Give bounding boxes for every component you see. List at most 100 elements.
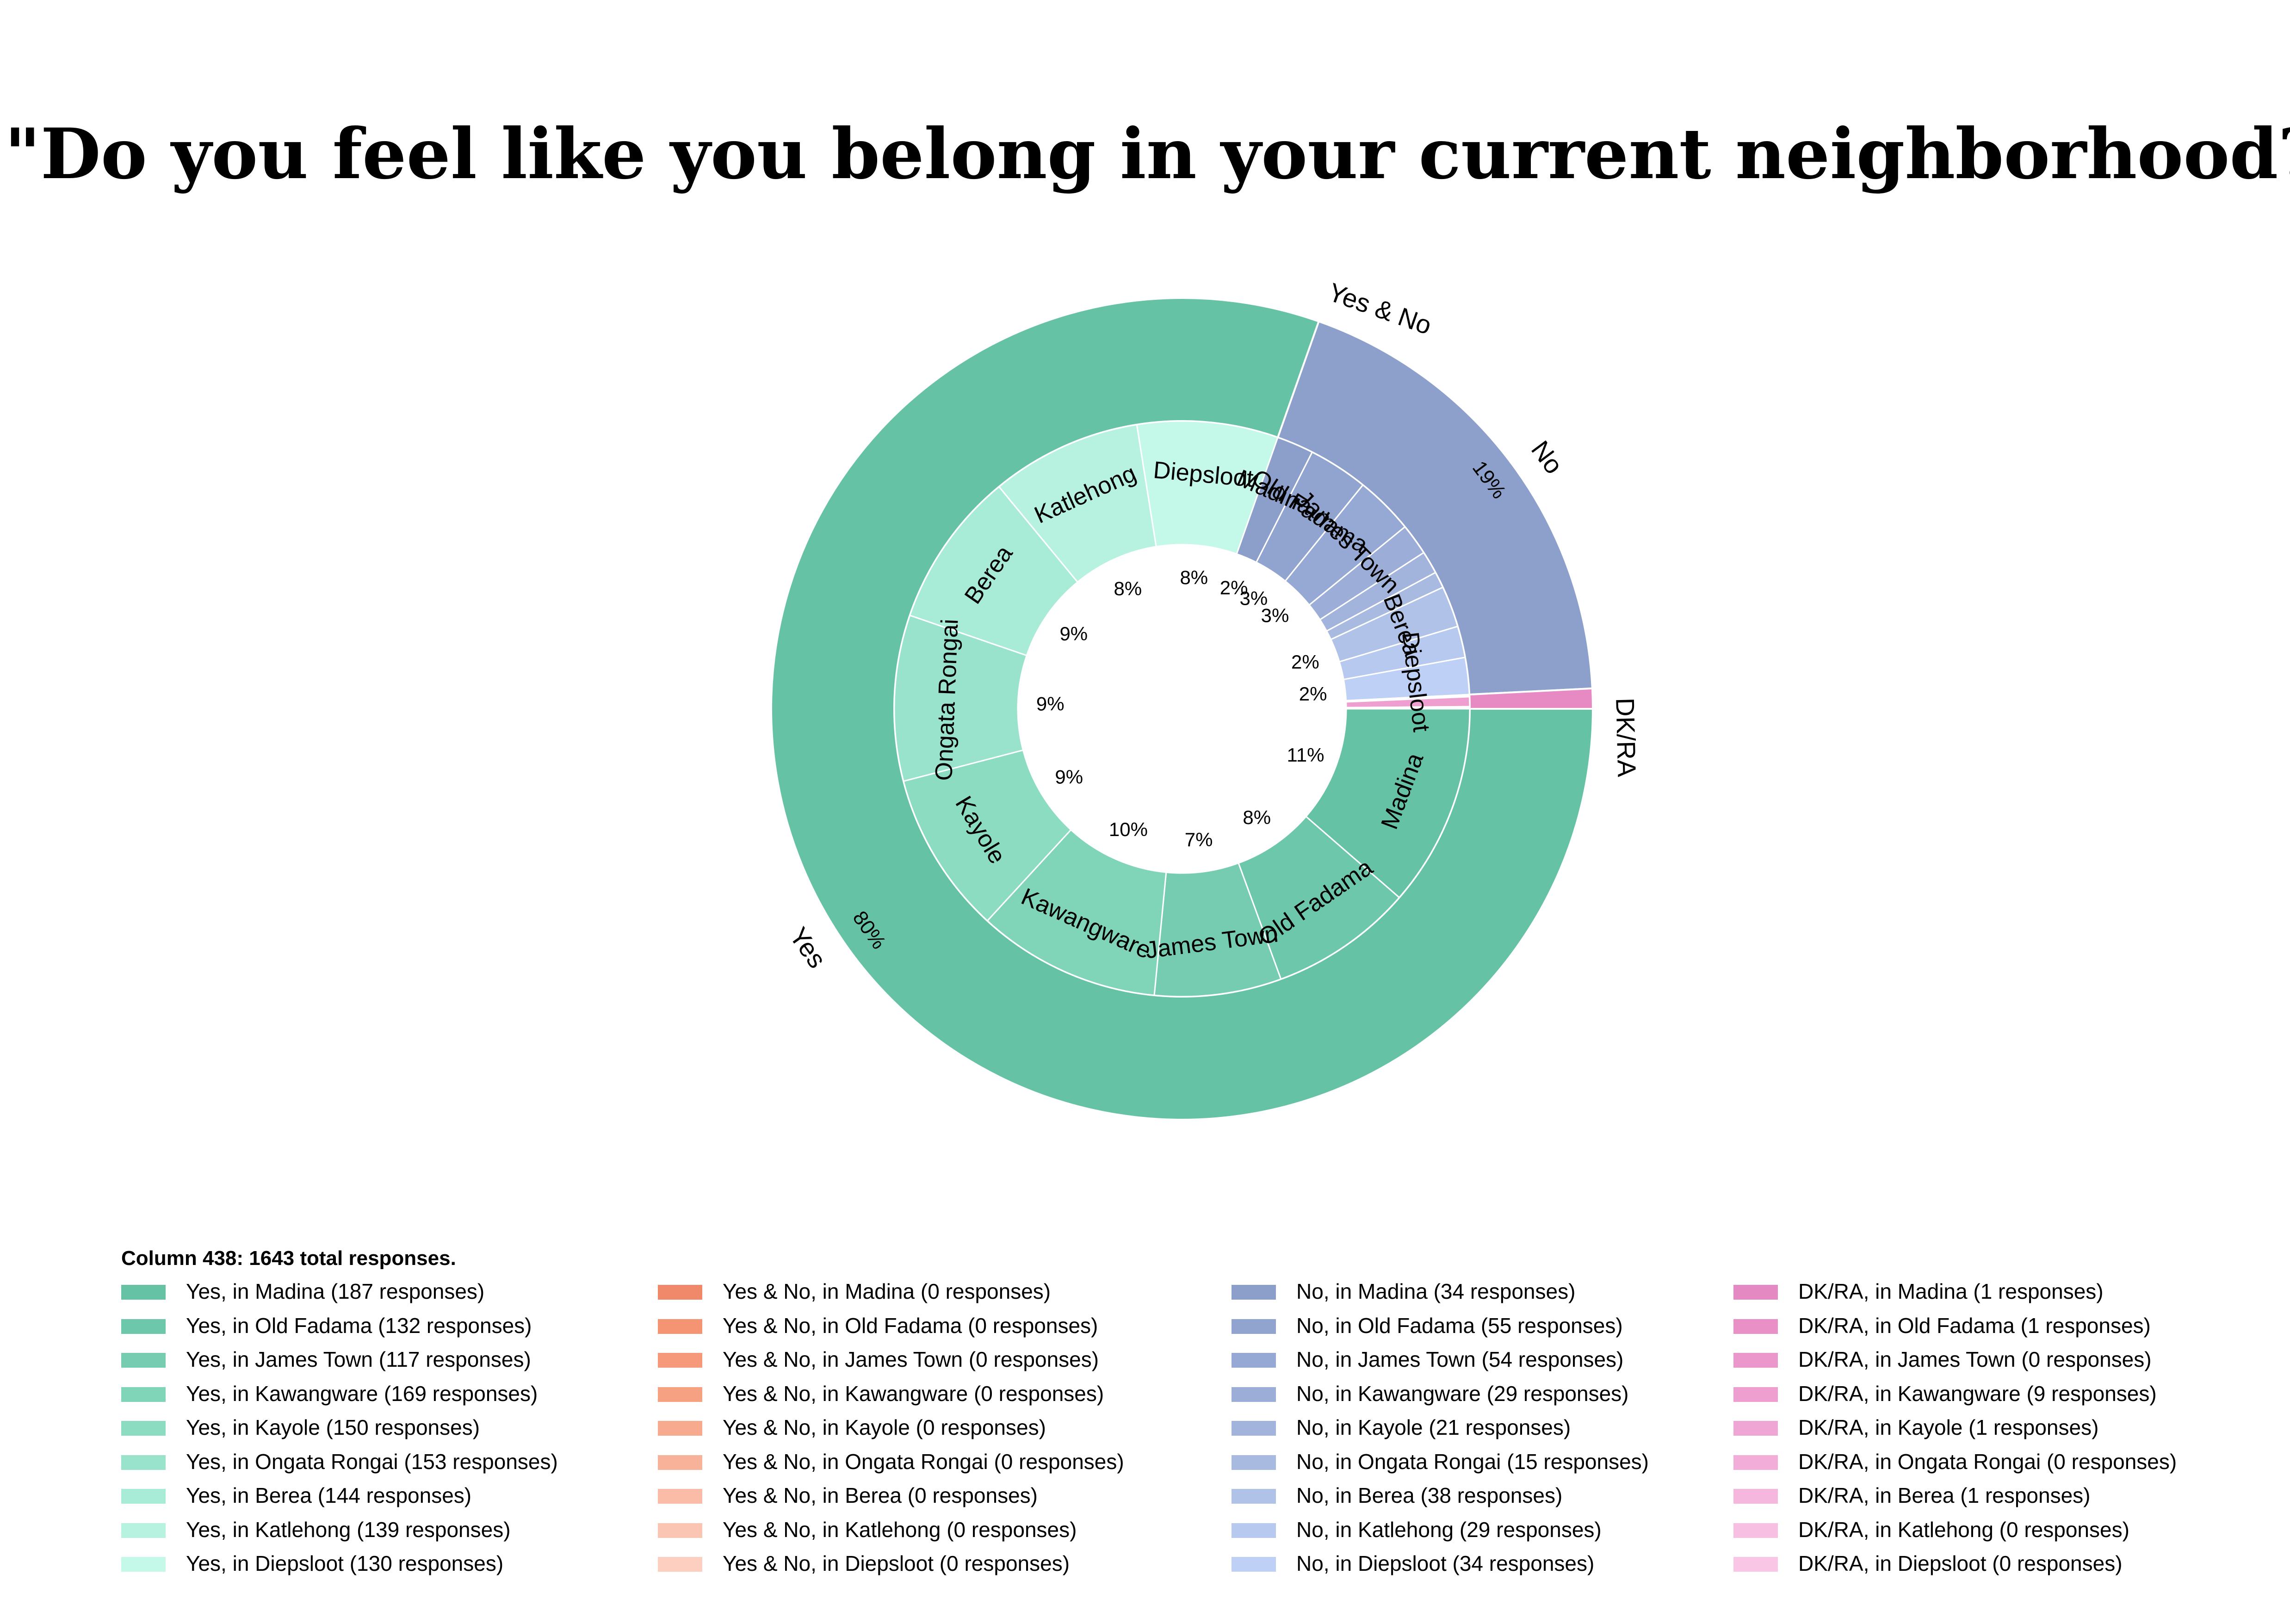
legend-swatch [121, 1319, 166, 1334]
legend-swatch [121, 1489, 166, 1504]
legend-label: Yes & No, in Kayole (0 responses) [723, 1415, 1046, 1439]
legend-swatch [1232, 1319, 1276, 1334]
legend-swatch [121, 1285, 166, 1300]
outer-label-no: No [1526, 435, 1569, 479]
inner-label-yes-ongata-rongai: Ongata Rongai [930, 619, 963, 781]
legend-label: Yes, in Katlehong (139 responses) [186, 1517, 511, 1542]
legend-label: DK/RA, in Madina (1 responses) [1798, 1279, 2104, 1303]
legend-swatch [1232, 1557, 1276, 1572]
inner-pct-yes-berea: 9% [1059, 623, 1088, 645]
legend-label: DK/RA, in Kawangware (9 responses) [1798, 1381, 2157, 1406]
inner-pct-yes-ongata-rongai: 9% [1036, 693, 1065, 715]
legend-label: Yes, in Old Fadama (132 responses) [186, 1313, 532, 1338]
legend-label: Yes, in James Town (117 responses) [186, 1347, 531, 1371]
legend-label: DK/RA, in Kayole (1 responses) [1798, 1415, 2099, 1439]
legend-swatch [658, 1353, 702, 1368]
legend-swatch [658, 1523, 702, 1538]
legend-swatch [121, 1353, 166, 1368]
legend-swatch [1232, 1285, 1276, 1300]
legend-label: Yes & No, in Kawangware (0 responses) [723, 1381, 1104, 1406]
legend-label: DK/RA, in Old Fadama (1 responses) [1798, 1313, 2151, 1338]
legend-swatch [1232, 1387, 1276, 1402]
inner-slice-dk-ra-berea [1345, 707, 1471, 710]
legend-swatch [1733, 1455, 1778, 1470]
chart-title: "Do you feel like you belong in your cur… [5, 113, 2290, 195]
inner-slice-yes-kayole [903, 749, 1072, 922]
legend-swatch [1733, 1319, 1778, 1334]
legend-label: Yes, in Ongata Rongai (153 responses) [186, 1449, 558, 1474]
legend-label: No, in Kawangware (29 responses) [1296, 1381, 1629, 1406]
legend-swatch [1232, 1421, 1276, 1436]
legend-label: DK/RA, in Katlehong (0 responses) [1798, 1517, 2129, 1542]
legend-swatch [121, 1523, 166, 1538]
legend-swatch [1232, 1353, 1276, 1368]
legend-label: Yes & No, in Madina (0 responses) [723, 1279, 1051, 1303]
legend: Column 438: 1643 total responses. Yes, i… [121, 1242, 2249, 1575]
inner-pct-yes-kawangware: 10% [1109, 818, 1148, 840]
inner-pct-no-berea: 2% [1291, 651, 1319, 673]
inner-slice-yes-madina [1305, 708, 1471, 899]
inner-pct-yes-katlehong: 8% [1114, 578, 1142, 600]
legend-label: Yes & No, in James Town (0 responses) [723, 1347, 1099, 1371]
inner-pct-yes-old-fadama: 8% [1243, 806, 1271, 828]
legend-swatch [1733, 1285, 1778, 1300]
legend-label: Yes & No, in Diepsloot (0 responses) [723, 1551, 1070, 1575]
inner-ring [893, 420, 1471, 998]
inner-pct-yes-kayole: 9% [1055, 766, 1083, 787]
legend-swatch [1733, 1387, 1778, 1402]
legend-swatch [658, 1455, 702, 1470]
legend-swatch [1733, 1353, 1778, 1368]
legend-swatch [121, 1421, 166, 1436]
legend-label: DK/RA, in Berea (1 responses) [1798, 1483, 2091, 1507]
legend-swatch [658, 1387, 702, 1402]
legend-label: Yes & No, in Berea (0 responses) [723, 1483, 1038, 1507]
legend-label: No, in Old Fadama (55 responses) [1296, 1313, 1623, 1338]
legend-swatch [1232, 1489, 1276, 1504]
legend-label: No, in Katlehong (29 responses) [1296, 1517, 1602, 1542]
legend-swatch [1232, 1523, 1276, 1538]
legend-swatch [658, 1319, 702, 1334]
legend-swatch [1232, 1455, 1276, 1470]
legend-label: Yes, in Berea (144 responses) [186, 1483, 472, 1507]
legend-swatch [121, 1455, 166, 1470]
legend-swatch [121, 1387, 166, 1402]
inner-pct-yes-diepsloot: 8% [1180, 567, 1208, 589]
legend-label: Yes, in Diepsloot (130 responses) [186, 1551, 504, 1575]
legend-label: No, in Madina (34 responses) [1296, 1279, 1576, 1303]
legend-label: DK/RA, in Ongata Rongai (0 responses) [1798, 1449, 2177, 1474]
legend-label: No, in Diepsloot (34 responses) [1296, 1551, 1595, 1575]
legend-label: DK/RA, in James Town (0 responses) [1798, 1347, 2152, 1371]
legend-note: Column 438: 1643 total responses. [121, 1247, 456, 1270]
legend-label: Yes & No, in Ongata Rongai (0 responses) [723, 1449, 1124, 1474]
legend-swatch [1733, 1489, 1778, 1504]
legend-swatch [1733, 1421, 1778, 1436]
inner-pct-no-madina: 2% [1220, 577, 1248, 599]
legend-swatch [1733, 1523, 1778, 1538]
inner-slice-yes-kawangware [986, 829, 1167, 996]
legend-swatch [658, 1557, 702, 1572]
legend-label: Yes & No, in Old Fadama (0 responses) [723, 1313, 1098, 1338]
inner-pct-no-james-town: 3% [1261, 605, 1289, 626]
legend-label: Yes, in Madina (187 responses) [186, 1279, 485, 1303]
legend-swatch [658, 1285, 702, 1300]
legend-label: Yes & No, in Katlehong (0 responses) [723, 1517, 1077, 1542]
inner-pct-yes-james-town: 7% [1185, 829, 1213, 850]
legend-label: No, in Berea (38 responses) [1296, 1483, 1563, 1507]
legend-label: Yes, in Kayole (150 responses) [186, 1415, 480, 1439]
outer-label-dk-ra: DK/RA [1610, 697, 1641, 777]
legend-swatch [658, 1421, 702, 1436]
legend-swatch [121, 1557, 166, 1572]
legend-label: No, in Ongata Rongai (15 responses) [1296, 1449, 1649, 1474]
legend-label: DK/RA, in Diepsloot (0 responses) [1798, 1551, 2123, 1575]
legend-label: Yes, in Kawangware (169 responses) [186, 1381, 538, 1406]
outer-label-yes: Yes [784, 922, 832, 973]
legend-label: No, in Kayole (21 responses) [1296, 1415, 1571, 1439]
inner-pct-yes-madina: 11% [1287, 744, 1324, 766]
legend-label: No, in James Town (54 responses) [1296, 1347, 1624, 1371]
inner-pct-no-diepsloot: 2% [1299, 683, 1327, 705]
legend-swatch [658, 1489, 702, 1504]
outer-ring [770, 297, 1594, 1121]
legend-swatch [1733, 1557, 1778, 1572]
inner-pct-no-old-fadama: 3% [1240, 587, 1268, 609]
